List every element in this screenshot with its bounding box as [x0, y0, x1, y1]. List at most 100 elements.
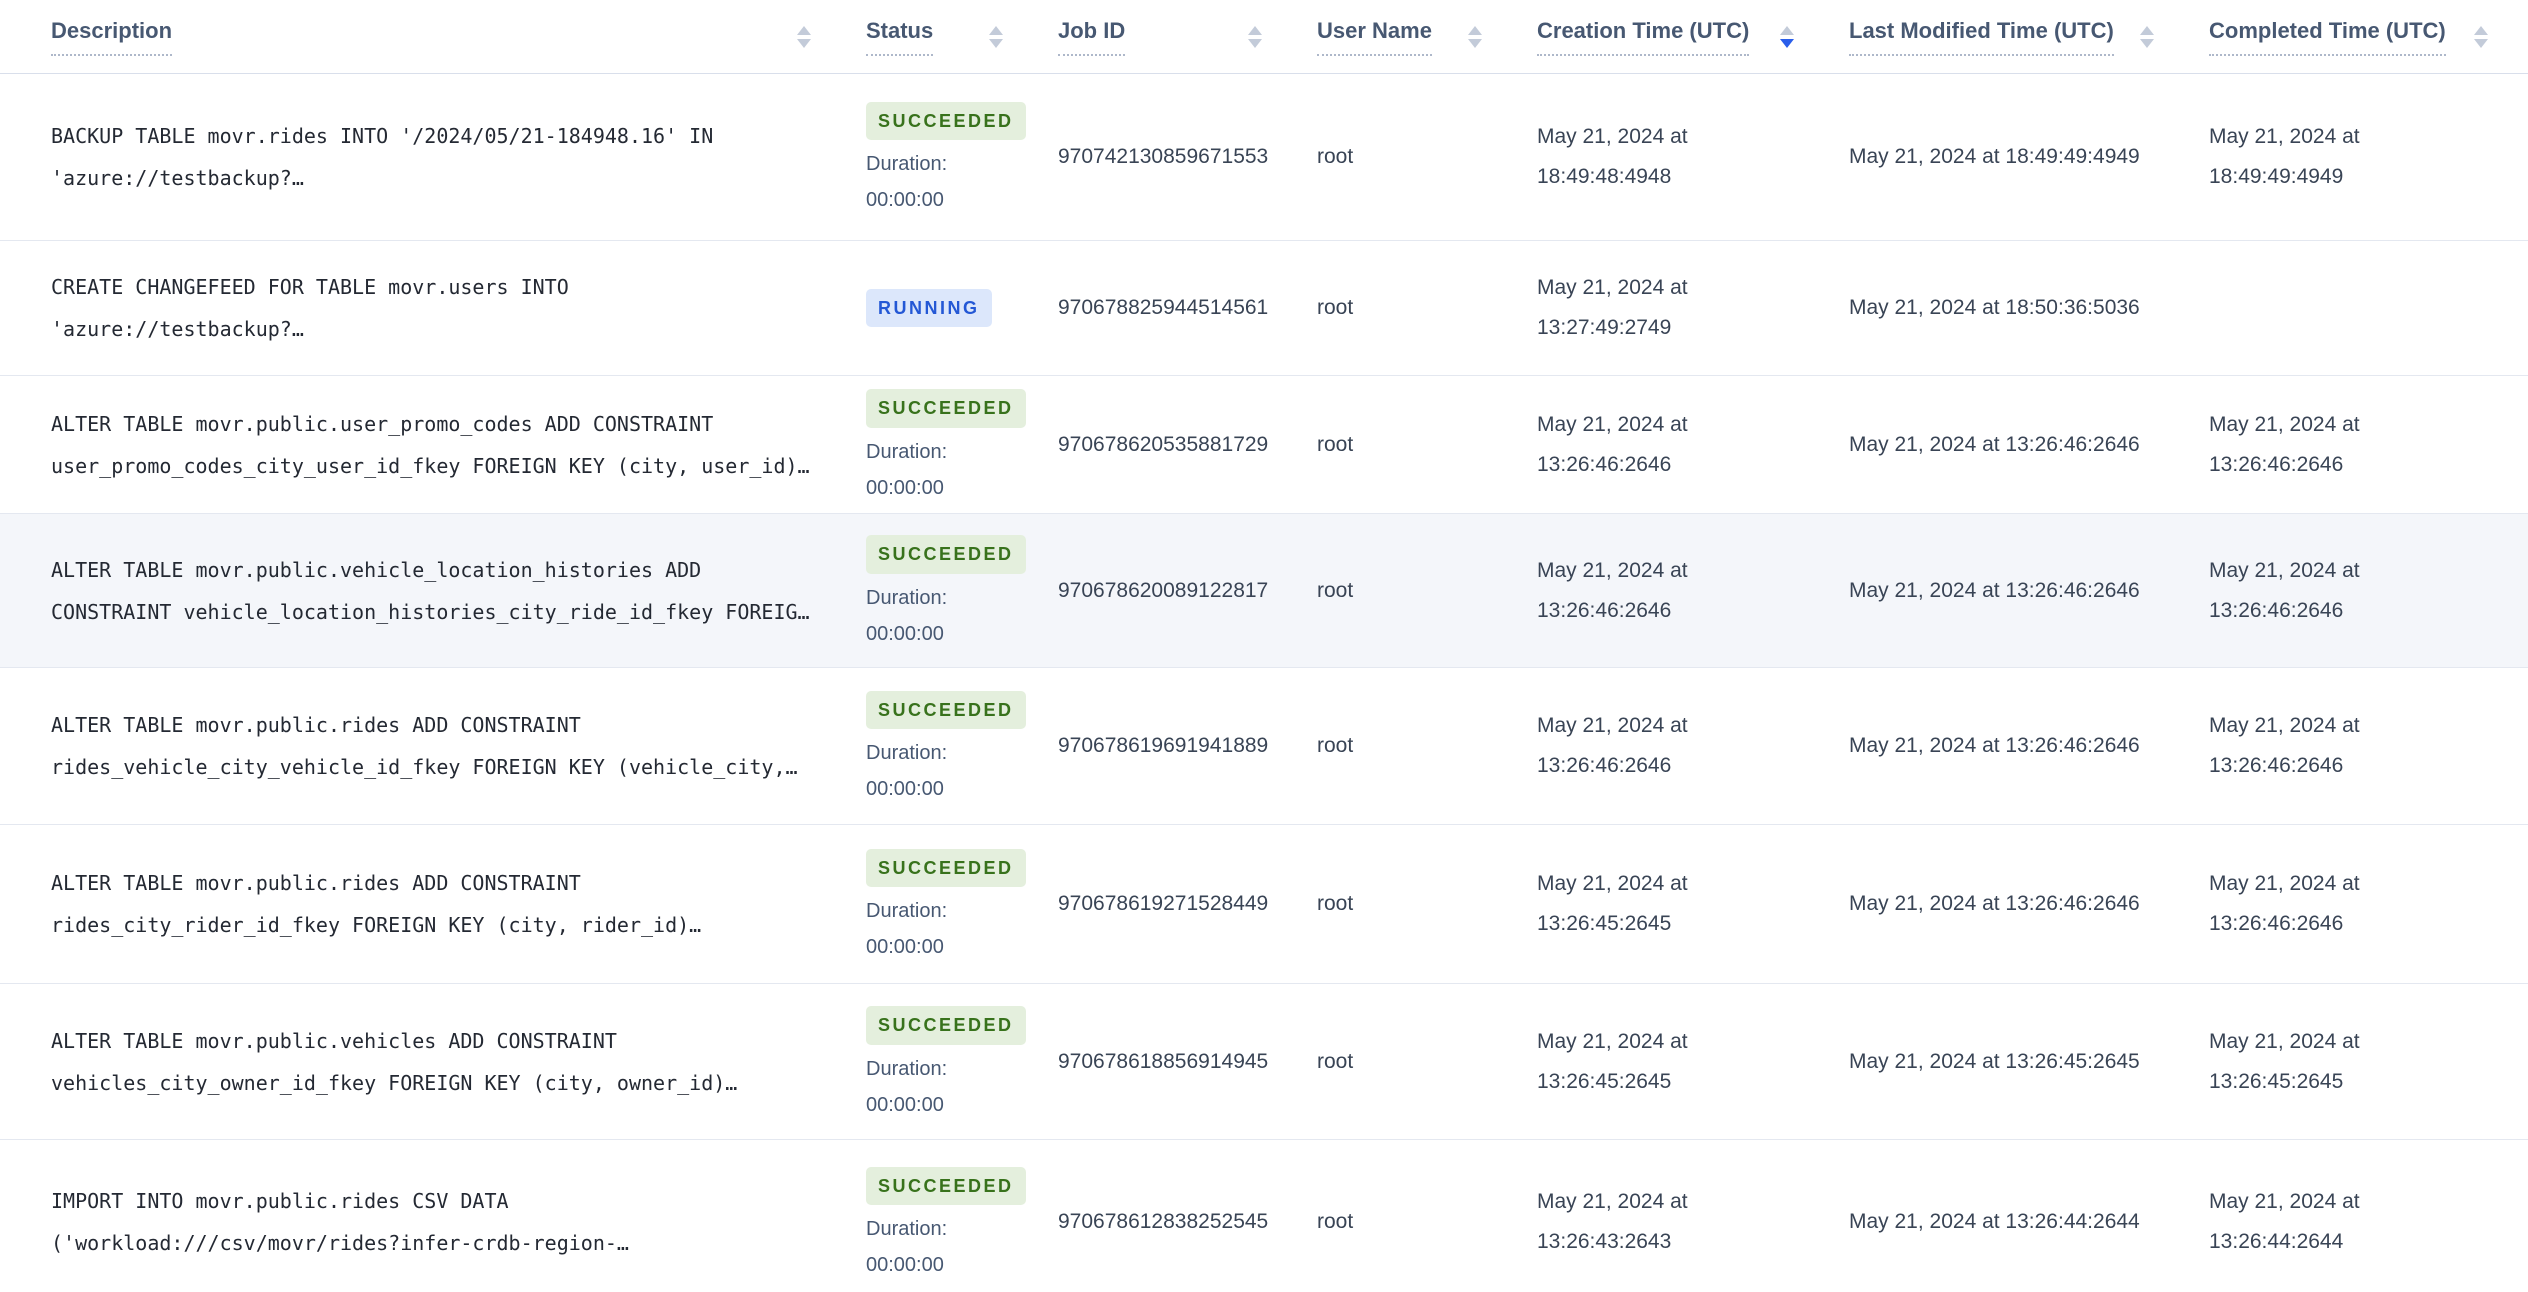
table-body: BACKUP TABLE movr.rides INTO '/2024/05/2… — [0, 74, 2528, 1292]
sort-icon — [1248, 25, 1262, 48]
duration-label: Duration: — [866, 900, 948, 923]
status-badge: SUCCEEDED — [866, 1166, 1026, 1206]
job-description[interactable]: ALTER TABLE movr.public.rides ADD CONSTR… — [51, 713, 798, 779]
column-header-label: Creation Time (UTC) — [1537, 17, 1750, 56]
creation-time-cell: May 21, 2024 at 13:26:46:2646 — [1537, 714, 1688, 777]
job-description[interactable]: ALTER TABLE movr.public.rides ADD CONSTR… — [51, 871, 702, 937]
table-row[interactable]: ALTER TABLE movr.public.vehicle_location… — [0, 514, 2528, 668]
job-id-cell: 970678619271528449 — [1058, 892, 1269, 915]
sort-up-icon — [1468, 25, 1482, 35]
sort-down-icon — [797, 38, 811, 48]
creation-time-cell: May 21, 2024 at 13:26:46:2646 — [1537, 412, 1688, 476]
job-description[interactable]: CREATE CHANGEFEED FOR TABLE movr.users I… — [51, 275, 569, 341]
sort-down-icon — [1248, 38, 1262, 48]
duration-value: 00:00:00 — [866, 1093, 944, 1116]
job-description[interactable]: ALTER TABLE movr.public.vehicles ADD CON… — [51, 1028, 738, 1095]
column-header-user-name[interactable]: User Name — [1317, 0, 1537, 73]
creation-time-cell: May 21, 2024 at 18:49:48:4948 — [1537, 125, 1688, 188]
duration-label: Duration: — [866, 1057, 948, 1080]
duration-value: 00:00:00 — [866, 778, 944, 801]
job-status-cell: SUCCEEDED Duration: 00:00:00 — [866, 848, 1058, 960]
completed-time-cell: May 21, 2024 at 18:49:49:4949 — [2209, 125, 2360, 188]
sort-icon — [1468, 25, 1482, 48]
last-modified-time-cell: May 21, 2024 at 13:26:45:2645 — [1849, 1049, 2140, 1073]
creation-time-cell: May 21, 2024 at 13:26:45:2645 — [1537, 872, 1688, 935]
status-badge: SUCCEEDED — [866, 535, 1026, 574]
column-header-description[interactable]: Description — [51, 0, 866, 73]
job-description[interactable]: IMPORT INTO movr.public.rides CSV DATA (… — [51, 1189, 629, 1255]
user-name-cell: root — [1317, 296, 1354, 319]
column-header-last-modified-time[interactable]: Last Modified Time (UTC) — [1849, 0, 2209, 73]
table-row[interactable]: BACKUP TABLE movr.rides INTO '/2024/05/2… — [0, 74, 2528, 241]
job-description[interactable]: BACKUP TABLE movr.rides INTO '/2024/05/2… — [51, 124, 714, 190]
sort-up-icon — [1780, 25, 1794, 35]
duration-label: Duration: — [866, 586, 948, 609]
job-status-cell: SUCCEEDED Duration: 00:00:00 — [866, 1166, 1058, 1278]
job-id-cell: 970678620089122817 — [1058, 578, 1269, 602]
table-row[interactable]: CREATE CHANGEFEED FOR TABLE movr.users I… — [0, 241, 2528, 376]
sort-down-icon — [1468, 38, 1482, 48]
duration-label: Duration: — [866, 742, 948, 765]
duration-label: Duration: — [866, 440, 948, 463]
job-id-cell: 970678620535881729 — [1058, 432, 1269, 456]
completed-time-cell: May 21, 2024 at 13:26:46:2646 — [2209, 412, 2360, 476]
duration-value: 00:00:00 — [866, 476, 944, 499]
column-header-label: User Name — [1317, 17, 1432, 56]
job-status-cell: SUCCEEDED Duration: 00:00:00 — [866, 1006, 1058, 1117]
sort-up-icon — [2140, 25, 2154, 35]
table-row[interactable]: ALTER TABLE movr.public.user_promo_codes… — [0, 376, 2528, 514]
column-header-label: Status — [866, 17, 934, 56]
status-badge: SUCCEEDED — [866, 101, 1026, 141]
sort-down-icon — [2474, 38, 2488, 48]
table-row[interactable]: IMPORT INTO movr.public.rides CSV DATA (… — [0, 1140, 2528, 1292]
completed-time-cell: May 21, 2024 at 13:26:44:2644 — [2209, 1190, 2360, 1253]
column-header-label: Completed Time (UTC) — [2209, 17, 2446, 56]
creation-time-cell: May 21, 2024 at 13:27:49:2749 — [1537, 276, 1688, 339]
last-modified-time-cell: May 21, 2024 at 18:49:49:4949 — [1849, 145, 2140, 168]
user-name-cell: root — [1317, 734, 1354, 757]
completed-time-cell: May 21, 2024 at 13:26:46:2646 — [2209, 558, 2360, 622]
status-badge: SUCCEEDED — [866, 389, 1026, 428]
creation-time-cell: May 21, 2024 at 13:26:43:2643 — [1537, 1190, 1688, 1253]
job-status-cell: SUCCEEDED Duration: 00:00:00 — [866, 535, 1058, 646]
sort-up-icon — [989, 25, 1003, 35]
job-id-cell: 970678612838252545 — [1058, 1210, 1269, 1233]
job-status-cell: RUNNING — [866, 288, 1058, 328]
sort-up-icon — [2474, 25, 2488, 35]
sort-down-icon — [989, 38, 1003, 48]
status-badge: RUNNING — [866, 288, 992, 328]
table-row[interactable]: ALTER TABLE movr.public.vehicles ADD CON… — [0, 984, 2528, 1140]
sort-icon — [2474, 25, 2488, 48]
column-header-status[interactable]: Status — [866, 0, 1058, 73]
user-name-cell: root — [1317, 1049, 1354, 1073]
duration-label: Duration: — [866, 1218, 948, 1241]
job-description[interactable]: ALTER TABLE movr.public.vehicle_location… — [51, 557, 810, 624]
last-modified-time-cell: May 21, 2024 at 13:26:46:2646 — [1849, 734, 2140, 757]
column-header-completed-time[interactable]: Completed Time (UTC) — [2209, 0, 2528, 73]
sort-icon — [989, 25, 1003, 48]
column-header-label: Job ID — [1058, 17, 1126, 56]
user-name-cell: root — [1317, 892, 1354, 915]
table-row[interactable]: ALTER TABLE movr.public.rides ADD CONSTR… — [0, 825, 2528, 984]
user-name-cell: root — [1317, 1210, 1354, 1233]
table-row[interactable]: ALTER TABLE movr.public.rides ADD CONSTR… — [0, 668, 2528, 825]
completed-time-cell: May 21, 2024 at 13:26:46:2646 — [2209, 872, 2360, 935]
column-header-job-id[interactable]: Job ID — [1058, 0, 1317, 73]
sort-icon — [797, 25, 811, 48]
column-header-label: Description — [51, 17, 173, 56]
sort-up-icon — [797, 25, 811, 35]
duration-value: 00:00:00 — [866, 189, 944, 212]
job-status-cell: SUCCEEDED Duration: 00:00:00 — [866, 101, 1058, 213]
user-name-cell: root — [1317, 578, 1354, 602]
last-modified-time-cell: May 21, 2024 at 13:26:46:2646 — [1849, 578, 2140, 602]
column-header-label: Last Modified Time (UTC) — [1849, 17, 2114, 56]
status-badge: SUCCEEDED — [866, 690, 1026, 730]
table-header-row: Description Status Job ID User Name — [0, 0, 2528, 74]
sort-up-icon — [1248, 25, 1262, 35]
column-header-creation-time[interactable]: Creation Time (UTC) — [1537, 0, 1849, 73]
completed-time-cell: May 21, 2024 at 13:26:45:2645 — [2209, 1029, 2360, 1093]
job-description[interactable]: ALTER TABLE movr.public.user_promo_codes… — [51, 411, 810, 478]
status-badge: SUCCEEDED — [866, 1006, 1026, 1045]
sort-desc-active-icon — [1780, 25, 1794, 48]
